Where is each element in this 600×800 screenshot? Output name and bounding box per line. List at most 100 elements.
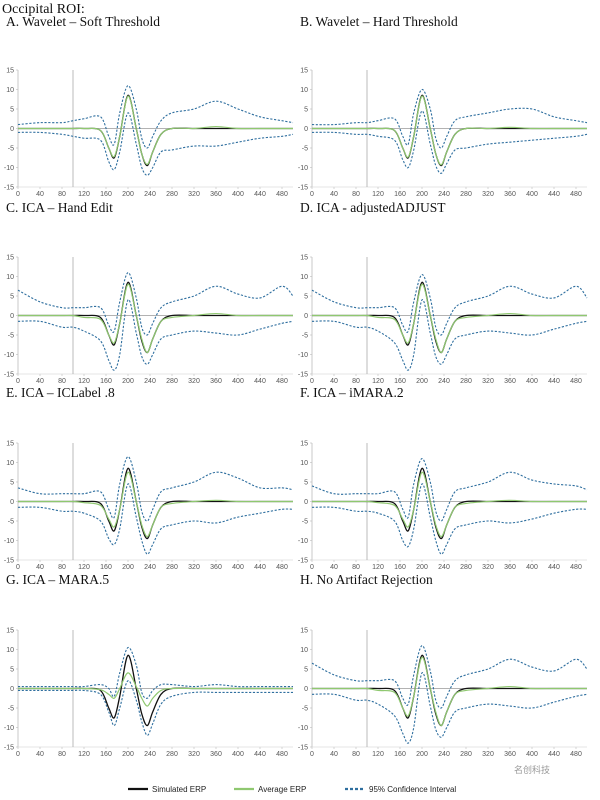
- y-tick-label: 15: [6, 255, 14, 262]
- y-tick-label: 5: [304, 480, 308, 487]
- x-tick-label: 0: [310, 751, 314, 758]
- x-tick-label: 0: [16, 564, 20, 571]
- x-tick-label: 360: [210, 378, 222, 385]
- y-tick-label: -15: [298, 372, 308, 379]
- y-tick-label: 10: [6, 460, 14, 467]
- y-tick-label: 15: [6, 68, 14, 75]
- x-tick-label: 280: [166, 378, 178, 385]
- x-tick-label: 280: [166, 564, 178, 571]
- x-tick-label: 280: [460, 564, 472, 571]
- series-simulated-erp: [18, 654, 293, 727]
- x-tick-label: 40: [330, 751, 338, 758]
- x-tick-label: 120: [78, 378, 90, 385]
- x-tick-label: 160: [394, 751, 406, 758]
- series-simulated-erp: [18, 467, 293, 540]
- y-tick-label: -10: [4, 165, 14, 172]
- y-tick-label: -10: [298, 725, 308, 732]
- y-tick-label: 5: [304, 107, 308, 114]
- x-tick-label: 160: [394, 378, 406, 385]
- y-tick-label: 10: [300, 647, 308, 654]
- x-tick-label: 0: [16, 751, 20, 758]
- y-tick-label: -5: [302, 333, 308, 340]
- y-tick-label: 5: [10, 667, 14, 674]
- x-tick-label: 320: [482, 378, 494, 385]
- legend-label-0: Simulated ERP: [152, 785, 206, 794]
- chart-panel-d: D. ICA - adjustedADJUST -15 -10 -5 0 5 10 15 0 40…: [298, 200, 588, 385]
- x-tick-label: 40: [330, 191, 338, 198]
- series-95-ci-lower: [17, 299, 294, 371]
- series-95-ci-lower: [17, 112, 294, 176]
- series-95-ci-lower: [18, 680, 293, 736]
- chart-panel-h: H. No Artifact Rejection -15 -10 -5 0 5 10 15 0 4…: [298, 572, 588, 758]
- series-95-ci-upper: [17, 85, 294, 149]
- x-tick-label: 400: [526, 378, 538, 385]
- x-tick-label: 120: [78, 564, 90, 571]
- y-tick-label: -10: [4, 538, 14, 545]
- x-tick-label: 240: [144, 751, 156, 758]
- x-tick-label: 0: [16, 191, 20, 198]
- x-tick-label: 200: [416, 564, 428, 571]
- chart-panel-f: F. ICA – iMARA.2 -15 -10 -5 0 5 10 15 0 40 80 120 16…: [298, 385, 588, 571]
- y-tick-label: 10: [300, 274, 308, 281]
- x-tick-label: 40: [36, 564, 44, 571]
- panel-title: A. Wavelet – Soft Threshold: [6, 14, 160, 29]
- x-tick-label: 400: [232, 751, 244, 758]
- panel-title: C. ICA – Hand Edit: [6, 200, 113, 215]
- x-tick-label: 80: [58, 191, 66, 198]
- y-tick-label: 15: [6, 628, 14, 635]
- chart-panel-c: C. ICA – Hand Edit -15 -10 -5 0 5 10 15 0 40 80 120…: [4, 200, 294, 385]
- y-tick-label: -10: [298, 538, 308, 545]
- series-95-ci-upper: [311, 274, 588, 336]
- x-tick-label: 80: [352, 191, 360, 198]
- series-95-ci-upper: [18, 646, 293, 699]
- x-tick-label: 80: [58, 751, 66, 758]
- x-tick-label: 320: [188, 191, 200, 198]
- x-tick-label: 160: [394, 191, 406, 198]
- x-tick-label: 120: [372, 191, 384, 198]
- x-tick-label: 440: [254, 564, 266, 571]
- series-95-ci-upper: [17, 272, 294, 336]
- x-tick-label: 400: [232, 564, 244, 571]
- x-tick-label: 200: [416, 751, 428, 758]
- y-tick-label: 10: [6, 647, 14, 654]
- series-average-erp: [311, 95, 587, 166]
- x-tick-label: 360: [210, 751, 222, 758]
- y-tick-label: 10: [300, 87, 308, 94]
- y-tick-label: -10: [298, 352, 308, 359]
- y-tick-label: -5: [8, 706, 14, 713]
- x-tick-label: 40: [330, 378, 338, 385]
- x-tick-label: 200: [122, 378, 134, 385]
- x-tick-label: 80: [352, 564, 360, 571]
- x-tick-label: 440: [548, 378, 560, 385]
- y-tick-label: -5: [8, 519, 14, 526]
- x-tick-label: 240: [438, 564, 450, 571]
- y-tick-label: -5: [8, 333, 14, 340]
- x-tick-label: 440: [548, 751, 560, 758]
- x-tick-label: 320: [482, 191, 494, 198]
- series-95-ci-lower: [17, 483, 294, 555]
- x-tick-label: 240: [438, 191, 450, 198]
- x-tick-label: 320: [188, 378, 200, 385]
- x-tick-label: 480: [570, 751, 582, 758]
- legend-label-2: 95% Confidence Interval: [369, 785, 456, 794]
- y-tick-label: 0: [10, 126, 14, 133]
- x-tick-label: 360: [504, 751, 516, 758]
- y-tick-label: 10: [300, 460, 308, 467]
- x-tick-label: 40: [330, 564, 338, 571]
- x-tick-label: 0: [310, 378, 314, 385]
- y-tick-label: 10: [6, 274, 14, 281]
- y-tick-label: -15: [4, 185, 14, 192]
- series-average-erp: [312, 656, 587, 727]
- watermark: 名创科技: [514, 764, 550, 776]
- x-tick-label: 160: [100, 751, 112, 758]
- y-tick-label: 0: [304, 126, 308, 133]
- y-tick-label: -5: [302, 706, 308, 713]
- panel-title: D. ICA - adjustedADJUST: [300, 200, 446, 215]
- panel-title: B. Wavelet – Hard Threshold: [300, 14, 458, 29]
- y-tick-label: 15: [300, 255, 308, 262]
- series-95-ci-upper: [17, 456, 294, 522]
- y-tick-label: -15: [298, 185, 308, 192]
- x-tick-label: 40: [36, 378, 44, 385]
- x-tick-label: 320: [482, 751, 494, 758]
